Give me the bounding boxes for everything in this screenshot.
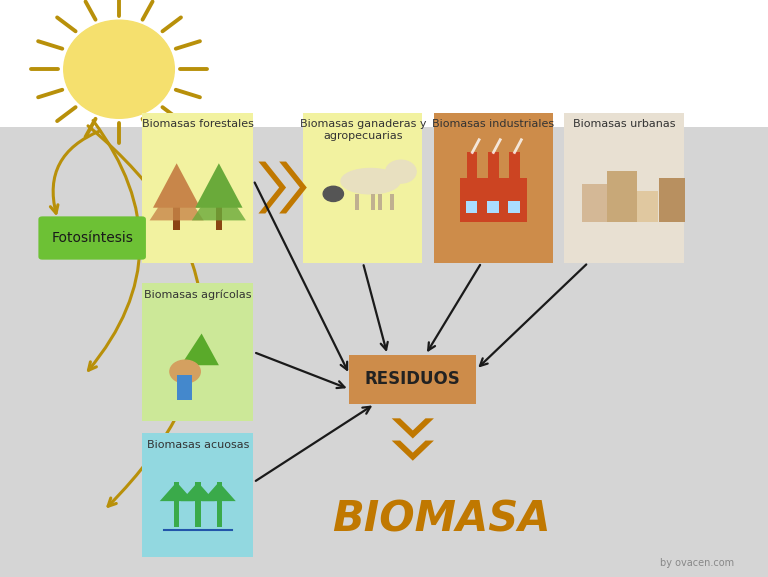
Polygon shape [150, 179, 204, 220]
Text: Biomasas ganaderas y
agropecuarias: Biomasas ganaderas y agropecuarias [300, 119, 426, 141]
Bar [371, 194, 375, 209]
Polygon shape [153, 163, 200, 208]
Bar [607, 171, 637, 222]
Bar [177, 375, 192, 400]
Bar [390, 194, 394, 209]
Bar [660, 178, 685, 222]
FancyBboxPatch shape [38, 216, 146, 260]
FancyBboxPatch shape [564, 113, 684, 263]
Text: Biomasas urbanas: Biomasas urbanas [573, 119, 675, 129]
Bar [217, 482, 222, 526]
Ellipse shape [341, 168, 400, 194]
Bar [488, 152, 498, 178]
Circle shape [170, 360, 200, 383]
Bar [378, 194, 382, 209]
Bar [509, 152, 520, 178]
Bar [508, 201, 520, 213]
Text: Biomasas industriales: Biomasas industriales [432, 119, 554, 129]
Text: Biomasas agrícolas: Biomasas agrícolas [144, 290, 251, 300]
Text: by ovacen.com: by ovacen.com [660, 559, 735, 568]
Polygon shape [202, 482, 236, 501]
Bar [0, 0, 768, 127]
Circle shape [323, 186, 343, 201]
Bar [465, 201, 478, 213]
FancyBboxPatch shape [434, 113, 553, 263]
Bar [216, 204, 222, 230]
Bar [467, 152, 478, 178]
FancyBboxPatch shape [349, 355, 476, 404]
Polygon shape [181, 334, 219, 365]
Polygon shape [258, 162, 286, 213]
Bar [459, 178, 527, 222]
Polygon shape [392, 441, 434, 460]
Bar [0, 127, 768, 577]
Polygon shape [280, 162, 306, 213]
Circle shape [386, 160, 416, 183]
Bar [582, 184, 607, 222]
Polygon shape [195, 163, 243, 208]
Polygon shape [160, 482, 194, 501]
FancyBboxPatch shape [303, 113, 422, 263]
Polygon shape [181, 482, 214, 501]
Ellipse shape [64, 20, 174, 118]
Text: Fotosíntesis: Fotosíntesis [51, 231, 133, 245]
Bar [355, 194, 359, 209]
Bar [637, 190, 657, 222]
Bar [174, 482, 180, 526]
FancyBboxPatch shape [142, 283, 253, 421]
Text: Biomasas forestales: Biomasas forestales [142, 119, 253, 129]
Text: RESIDUOS: RESIDUOS [365, 370, 461, 388]
Text: Biomasas acuosas: Biomasas acuosas [147, 440, 249, 449]
FancyBboxPatch shape [142, 433, 253, 557]
Bar [195, 482, 200, 526]
Polygon shape [392, 418, 434, 439]
Bar [174, 204, 180, 230]
Polygon shape [192, 179, 246, 220]
FancyBboxPatch shape [142, 113, 253, 263]
Bar [487, 201, 498, 213]
Text: BIOMASA: BIOMASA [333, 499, 551, 540]
